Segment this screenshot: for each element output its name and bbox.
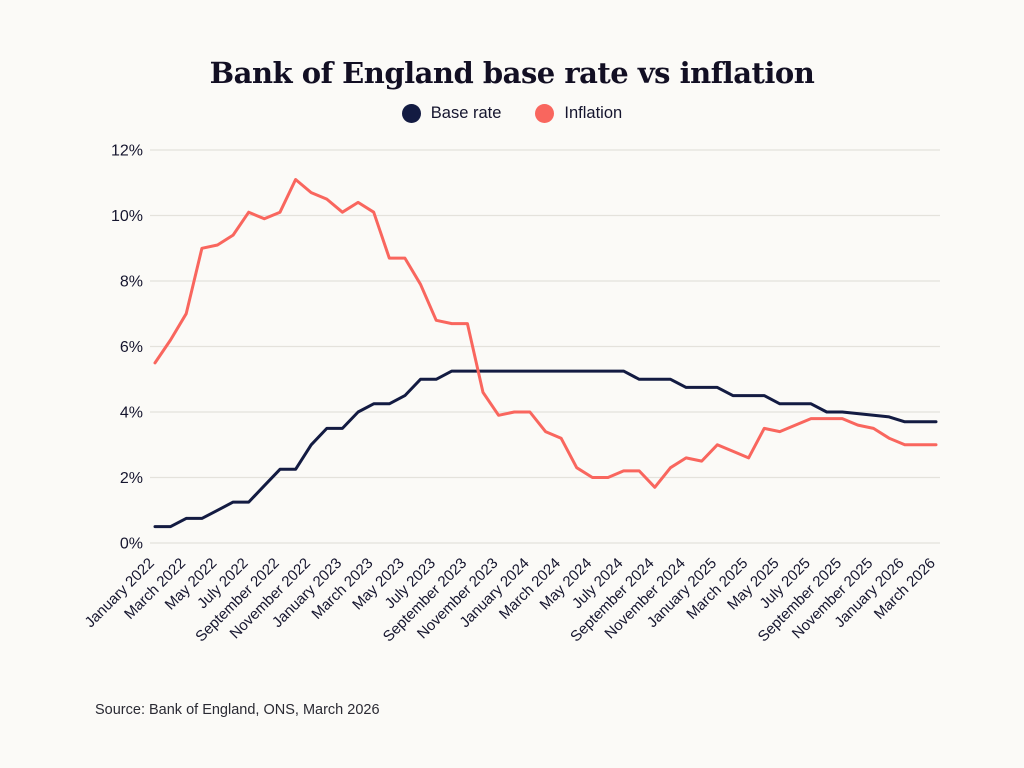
y-axis-tick-label: 10% (111, 208, 143, 225)
y-axis-tick-label: 12% (111, 143, 143, 160)
legend-item-base-rate: Base rate (401, 104, 502, 123)
base-rate-legend-dot (401, 104, 421, 123)
y-axis-tick-label: 0% (120, 536, 143, 553)
chart-title: Bank of England base rate vs inflation (209, 56, 815, 90)
inflation-line (153, 178, 938, 489)
source-note: Source: Bank of England, ONS, March 2026 (95, 702, 380, 718)
inflation-legend-label: Inflation (564, 104, 623, 122)
base-rate-line (153, 369, 938, 529)
y-axis-tick-label: 4% (120, 405, 143, 422)
base-rate-legend-label: Base rate (430, 104, 502, 122)
y-axis-tick-label: 6% (120, 339, 143, 356)
y-axis-tick-label: 8% (120, 274, 143, 291)
inflation-legend-dot (535, 104, 555, 123)
chart-legend: Base rate Inflation (0, 104, 1024, 123)
legend-item-inflation: Inflation (535, 104, 622, 123)
y-axis-tick-label: 2% (120, 470, 143, 487)
